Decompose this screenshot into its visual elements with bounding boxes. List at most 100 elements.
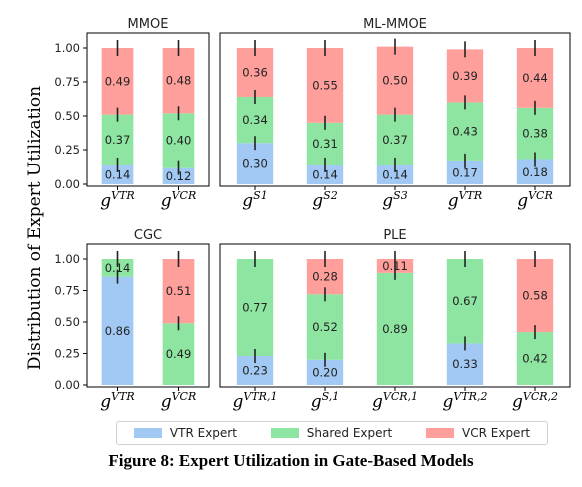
panel-mmoe: MMOE 0.14 0.37 0.49 gVTR 0.12 0.40 0.48 gVCR 0.00… bbox=[54, 17, 210, 211]
bar-segment bbox=[306, 164, 344, 184]
bar-segment bbox=[236, 48, 274, 97]
panel-title: CGC bbox=[134, 228, 162, 243]
panel-frame bbox=[86, 243, 210, 388]
x-tick-label: gVCR bbox=[161, 390, 197, 412]
bar-segment bbox=[101, 276, 134, 385]
legend-item-vcr: VCR Expert bbox=[426, 426, 530, 440]
panel-title: ML-MMOE bbox=[363, 17, 427, 32]
bar-value-label: 0.40 bbox=[166, 133, 192, 147]
x-tick-label: gS1 bbox=[242, 189, 267, 211]
bar-value-label: 0.36 bbox=[242, 65, 268, 79]
legend-swatch-vtr bbox=[133, 428, 162, 438]
bar-segment bbox=[101, 164, 134, 184]
legend-item-shared: Shared Expert bbox=[270, 426, 393, 440]
bar-value-label: 0.58 bbox=[522, 289, 548, 303]
y-axis-title: Distribution of Expert Utilization bbox=[25, 86, 45, 370]
bar-value-label: 0.20 bbox=[312, 365, 338, 379]
bar-segment bbox=[376, 114, 414, 165]
bar-value-label: 0.14 bbox=[382, 167, 408, 181]
x-tick-label: gVCR bbox=[161, 189, 197, 211]
bar-segment bbox=[446, 49, 484, 103]
y-tick-label: 0.00 bbox=[54, 378, 80, 392]
bar-value-label: 0.77 bbox=[242, 301, 268, 315]
bar-segment bbox=[101, 259, 134, 277]
y-tick-label: 0.00 bbox=[54, 177, 80, 191]
panel-frame bbox=[86, 32, 210, 187]
x-tick-label: gVCR,2 bbox=[512, 390, 558, 412]
bar-value-label: 0.14 bbox=[105, 261, 131, 275]
bar-segment bbox=[162, 167, 195, 184]
bar-value-label: 0.14 bbox=[105, 167, 131, 181]
bar-segment bbox=[376, 46, 414, 115]
bar-segment bbox=[446, 259, 484, 344]
y-tick-label: 0.25 bbox=[54, 143, 80, 157]
bar-value-label: 0.51 bbox=[166, 284, 192, 298]
bar-value-label: 0.30 bbox=[242, 157, 268, 171]
y-tick-label: 1.00 bbox=[54, 252, 80, 266]
bar-value-label: 0.38 bbox=[522, 127, 548, 141]
bar-value-label: 0.33 bbox=[452, 357, 478, 371]
bar-segment bbox=[162, 323, 195, 385]
bar-value-label: 0.50 bbox=[382, 74, 408, 88]
x-tick-label: gS3 bbox=[382, 189, 407, 211]
bar-value-label: 0.17 bbox=[452, 165, 478, 179]
bar-segment bbox=[101, 114, 134, 165]
x-tick-label: gVTR bbox=[100, 390, 134, 412]
x-tick-label: gVTR,1 bbox=[233, 390, 278, 412]
legend-label-shared: Shared Expert bbox=[306, 426, 393, 440]
legend-swatch-vcr bbox=[426, 428, 455, 438]
bar-value-label: 0.48 bbox=[166, 74, 192, 88]
bar-value-label: 0.49 bbox=[105, 74, 131, 88]
bar-value-label: 0.37 bbox=[105, 133, 131, 147]
x-tick-label: gVTR bbox=[100, 189, 134, 211]
bar-value-label: 0.12 bbox=[166, 169, 192, 183]
panel-title: MMOE bbox=[128, 17, 169, 32]
bar-value-label: 0.39 bbox=[452, 69, 478, 83]
bar-value-label: 0.52 bbox=[312, 320, 338, 334]
bar-segment bbox=[162, 48, 195, 114]
bar-segment bbox=[516, 332, 554, 385]
bar-value-label: 0.28 bbox=[312, 270, 338, 284]
legend-item-vtr: VTR Expert bbox=[133, 426, 237, 440]
y-tick-label: 0.25 bbox=[54, 347, 80, 361]
bar-value-label: 0.86 bbox=[105, 324, 131, 338]
legend-label-vcr: VCR Expert bbox=[462, 426, 531, 440]
x-tick-label: gVCR bbox=[517, 189, 553, 211]
bar-segment bbox=[516, 107, 554, 160]
y-tick-label: 0.50 bbox=[54, 315, 80, 329]
bar-value-label: 0.89 bbox=[382, 322, 408, 336]
bar-segment bbox=[376, 272, 414, 385]
panel-ml-mmoe: ML-MMOE 0.30 0.34 0.36 gS1 0.14 0.31 0.55 gS2 0.1… bbox=[219, 17, 571, 211]
bar-value-label: 0.31 bbox=[312, 137, 338, 151]
figure-caption: Figure 8: Expert Utilization in Gate-Bas… bbox=[108, 451, 474, 470]
y-tick-label: 0.50 bbox=[54, 109, 80, 123]
y-tick-label: 1.00 bbox=[54, 41, 80, 55]
bar-segment bbox=[516, 259, 554, 333]
bar-segment bbox=[376, 164, 414, 184]
bar-segment bbox=[236, 96, 274, 144]
y-tick-label: 0.75 bbox=[54, 75, 80, 89]
bar-value-label: 0.44 bbox=[522, 71, 548, 85]
legend-swatch-shared bbox=[270, 428, 299, 438]
bar-segment bbox=[306, 122, 344, 165]
bar-segment bbox=[516, 48, 554, 108]
chart-panels: MMOE 0.14 0.37 0.49 gVTR 0.12 0.40 0.48 gVCR 0.00… bbox=[54, 17, 571, 412]
x-tick-label: gVTR bbox=[448, 189, 482, 211]
x-tick-label: gS,1 bbox=[311, 390, 340, 412]
bar-value-label: 0.23 bbox=[242, 364, 268, 378]
bar-segment bbox=[306, 48, 344, 123]
bar-segment bbox=[101, 48, 134, 115]
bar-segment bbox=[306, 294, 344, 360]
legend: VTR Expert Shared Expert VCR Expert bbox=[116, 421, 548, 445]
bar-value-label: 0.67 bbox=[452, 294, 478, 308]
bar-value-label: 0.43 bbox=[452, 125, 478, 139]
bar-value-label: 0.49 bbox=[166, 347, 192, 361]
y-tick-label: 0.75 bbox=[54, 284, 80, 298]
bar-value-label: 0.18 bbox=[522, 165, 548, 179]
bar-value-label: 0.37 bbox=[382, 133, 408, 147]
bar-segment bbox=[446, 160, 484, 184]
panel-ple: PLE0.230.77gVTR,10.200.520.28gS,10.890.1… bbox=[219, 228, 571, 412]
panel-cgc: CGC 0.86 0.14 gVTR 0.49 0.51 gVCR 0.00 0.25 0.50 0… bbox=[54, 228, 210, 412]
bar-value-label: 0.14 bbox=[312, 167, 338, 181]
